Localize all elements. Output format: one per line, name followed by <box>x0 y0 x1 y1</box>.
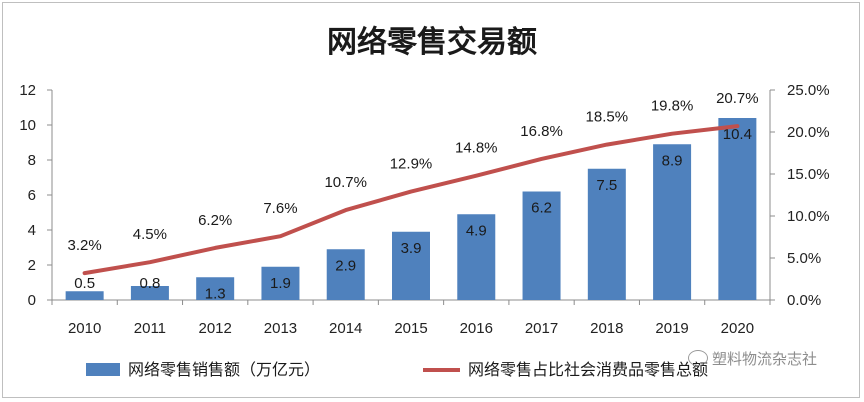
x-tick-label: 2020 <box>721 320 754 337</box>
x-tick-label: 2010 <box>68 320 101 337</box>
y-left-tick-label: 6 <box>28 187 36 204</box>
bar <box>261 266 300 300</box>
line-value-label: 14.8% <box>455 140 498 157</box>
chart-frame <box>2 2 860 398</box>
line-value-label: 19.8% <box>651 98 694 115</box>
line-value-label: 3.2% <box>68 237 102 254</box>
line-value-label: 16.8% <box>520 123 563 140</box>
line-series <box>82 124 740 276</box>
y-right-tick-label: 5.0% <box>787 250 821 267</box>
bar <box>718 118 757 300</box>
y-left-tick-label: 4 <box>28 222 36 239</box>
bar <box>587 168 626 300</box>
y-left-tick-label: 0 <box>28 292 36 309</box>
x-tick-label: 2015 <box>394 320 427 337</box>
bar-value-label: 10.4 <box>723 126 752 143</box>
bar-value-label: 6.2 <box>531 200 552 217</box>
y-left-tick-label: 2 <box>28 257 36 274</box>
y-right-tick-label: 15.0% <box>787 166 830 183</box>
y-right-tick-label: 10.0% <box>787 208 830 225</box>
legend-label-line: 网络零售占比社会消费品零售总额 <box>468 360 708 379</box>
line-value-label: 20.7% <box>716 90 759 107</box>
wechat-icon <box>688 350 708 366</box>
line-value-label: 12.9% <box>390 156 433 173</box>
bar <box>196 277 235 300</box>
x-tick-label: 2012 <box>198 320 231 337</box>
x-tick-label: 2014 <box>329 320 362 337</box>
bar-value-label: 4.9 <box>466 222 487 239</box>
x-tick-label: 2013 <box>264 320 297 337</box>
bar <box>130 286 169 300</box>
bar <box>457 214 496 300</box>
x-tick-label: 2011 <box>134 320 166 337</box>
legend-label-bar: 网络零售销售额（万亿元） <box>128 360 320 379</box>
bar <box>653 144 692 300</box>
bar <box>522 191 561 300</box>
x-tick-label: 2016 <box>460 320 493 337</box>
bar-value-label: 1.3 <box>205 285 226 302</box>
x-tick-label: 2017 <box>525 320 558 337</box>
bar-value-label: 0.5 <box>74 275 95 292</box>
bar-value-label: 1.9 <box>270 275 291 292</box>
bar-value-label: 3.9 <box>401 240 422 257</box>
line-value-label: 4.5% <box>133 226 167 243</box>
bar <box>65 291 104 300</box>
chart-title: 网络零售交易额 <box>327 25 537 60</box>
y-left-tick-label: 10 <box>19 117 36 134</box>
y-right-tick-label: 0.0% <box>787 292 821 309</box>
y-left-tick-label: 8 <box>28 152 36 169</box>
watermark: 塑料物流杂志社 <box>688 348 817 369</box>
y-right-tick-label: 25.0% <box>787 82 830 99</box>
bar <box>326 249 365 300</box>
legend-swatch-bar <box>86 363 120 376</box>
y-left-tick-label: 12 <box>19 82 36 99</box>
x-tick-label: 2019 <box>655 320 688 337</box>
bar-value-label: 2.9 <box>335 257 356 274</box>
bar <box>392 231 430 300</box>
line-value-label: 6.2% <box>198 212 232 229</box>
bar-value-label: 8.9 <box>662 152 683 169</box>
x-tick-label: 2018 <box>590 320 623 337</box>
y-right-tick-label: 20.0% <box>787 124 830 141</box>
watermark-text: 塑料物流杂志社 <box>712 350 818 368</box>
line-value-label: 18.5% <box>586 109 629 126</box>
bar-value-label: 0.8 <box>139 275 160 292</box>
line-value-label: 10.7% <box>324 174 367 191</box>
line-value-label: 7.6% <box>263 200 297 217</box>
bar-value-label: 7.5 <box>596 177 617 194</box>
